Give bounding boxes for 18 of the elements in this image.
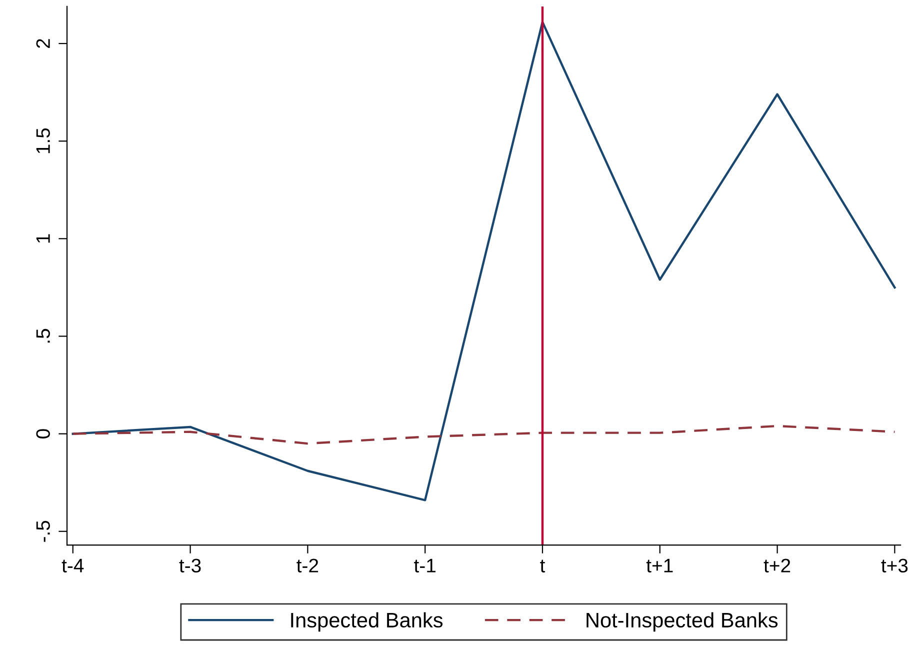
- x-tick-label: t+2: [764, 558, 790, 572]
- x-tick-label: t-2: [296, 558, 318, 572]
- x-tick-label: t-3: [179, 558, 201, 572]
- line-series: [72, 424, 896, 445]
- line-series: [72, 20, 896, 502]
- y-tick-label: 1.5: [36, 128, 50, 154]
- y-tick-label: -.5: [36, 520, 50, 542]
- y-tick-label: 0: [36, 429, 50, 438]
- x-tick-label: t-4: [62, 558, 84, 572]
- x-tick-label: t-1: [414, 558, 436, 572]
- x-tick-label: t+1: [646, 558, 673, 572]
- x-tick-label: t+3: [881, 558, 908, 572]
- y-tick-label: .5: [36, 328, 50, 343]
- x-tick-label: t: [540, 560, 546, 572]
- y-tick-label: 2: [36, 39, 50, 48]
- legend-label: Inspected Banks: [291, 612, 443, 632]
- y-tick-label: 1: [36, 234, 50, 243]
- legend-label: Not-Inspected Banks: [586, 612, 778, 632]
